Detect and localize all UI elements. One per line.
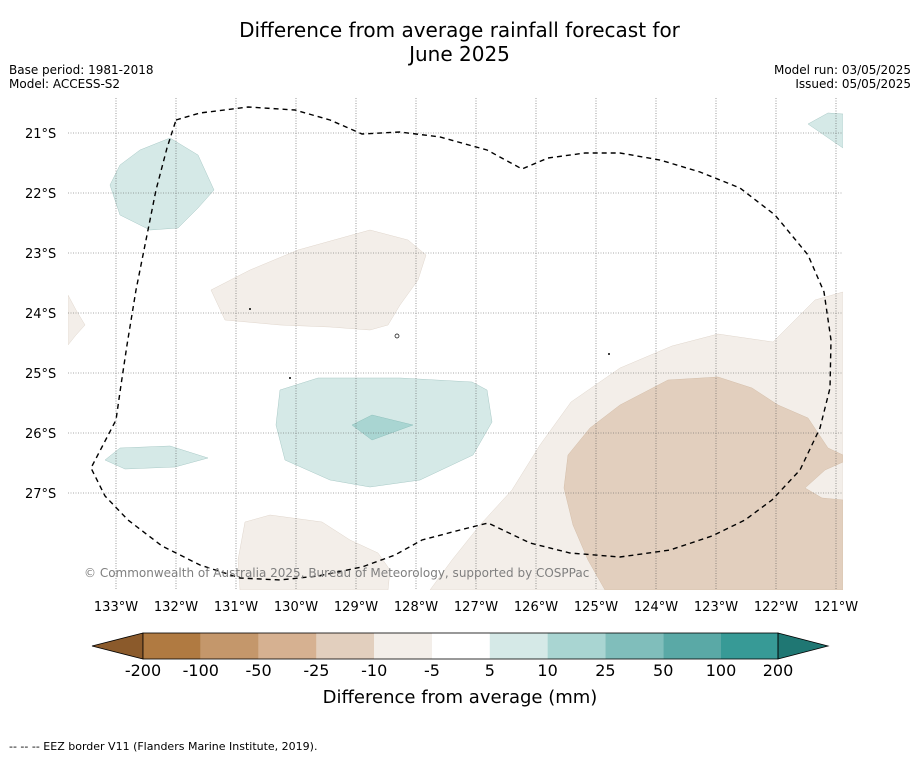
colorbar-label: 100 <box>706 661 737 680</box>
colorbar-cell-3 <box>258 633 317 659</box>
colorbar-label: 10 <box>537 661 557 680</box>
colorbar-label: -5 <box>424 661 440 680</box>
lat-label-24s: 24°S <box>25 307 56 322</box>
longitude-labels: 133°W 132°W 131°W 130°W 129°W 128°W 127°… <box>94 600 858 615</box>
colorbar-label: -10 <box>361 661 387 680</box>
lon-label-133w: 133°W <box>94 600 138 615</box>
colorbar-label: 200 <box>763 661 794 680</box>
map-area: © Commonwealth of Australia 2025, Bureau… <box>68 98 843 590</box>
anomaly-area-wet-medium <box>351 414 414 441</box>
lat-label-21s: 21°S <box>25 127 56 142</box>
lon-label-125w: 125°W <box>574 600 618 615</box>
anomaly-area-wet-light <box>109 137 215 231</box>
map-speck <box>289 377 291 379</box>
lon-label-128w: 128°W <box>394 600 438 615</box>
meta-right: Model run: 03/05/2025 Issued: 05/05/2025 <box>774 63 911 91</box>
colorbar: -200 -100 -50 -25 -10 -5 5 10 25 50 100 … <box>91 632 830 708</box>
meta-left: Base period: 1981-2018 Model: ACCESS-S2 <box>9 63 154 91</box>
anomaly-area-wet-light <box>104 445 209 470</box>
copyright-text: © Commonwealth of Australia 2025, Bureau… <box>84 566 589 580</box>
colorbar-extend-high <box>777 632 830 660</box>
base-period-text: Base period: 1981-2018 <box>9 63 154 77</box>
lon-label-131w: 131°W <box>214 600 258 615</box>
colorbar-label: -200 <box>125 661 161 680</box>
model-run-text: Model run: 03/05/2025 <box>773 63 911 77</box>
map-title-line2: June 2025 <box>409 42 510 66</box>
map-title: Difference from average rainfall forecas… <box>0 18 919 66</box>
colorbar-label: -50 <box>246 661 272 680</box>
anomaly-area-wet-light <box>807 112 843 149</box>
colorbar-cell-7 <box>489 633 548 659</box>
lon-label-121w: 121°W <box>814 600 858 615</box>
eez-border <box>90 106 832 581</box>
colorbar-label: -25 <box>303 661 329 680</box>
latitude-labels: 21°S 22°S 23°S 24°S 25°S 26°S 27°S <box>25 127 56 502</box>
colorbar-extend-low <box>91 632 144 660</box>
colorbar-cell-9 <box>605 633 664 659</box>
lat-label-27s: 27°S <box>25 487 56 502</box>
map-title-line1: Difference from average rainfall forecas… <box>239 18 680 42</box>
eez-legend-text: -- -- -- EEZ border V11 (Flanders Marine… <box>9 740 318 753</box>
anomaly-area-dry-light <box>210 229 427 331</box>
issued-text: Issued: 05/05/2025 <box>795 77 911 91</box>
colorbar-outline <box>142 632 779 660</box>
lat-label-22s: 22°S <box>25 187 56 202</box>
lat-label-26s: 26°S <box>25 427 56 442</box>
colorbar-cell-4 <box>316 633 375 659</box>
colorbar-cell-2 <box>200 633 259 659</box>
lon-label-129w: 129°W <box>334 600 378 615</box>
map-speck <box>249 308 251 310</box>
colorbar-label: 5 <box>485 661 495 680</box>
colorbar-cell-11 <box>721 633 778 659</box>
colorbar-cell-10 <box>663 633 721 659</box>
lon-label-123w: 123°W <box>694 600 738 615</box>
colorbar-label: 50 <box>653 661 673 680</box>
map-speck <box>394 333 400 339</box>
lon-label-130w: 130°W <box>274 600 318 615</box>
lon-label-124w: 124°W <box>634 600 678 615</box>
colorbar-cell-6 <box>432 633 490 659</box>
model-text: Model: ACCESS-S2 <box>9 77 121 91</box>
lon-label-127w: 127°W <box>454 600 498 615</box>
colorbar-cell-5 <box>374 633 432 659</box>
colorbar-labels: -200 -100 -50 -25 -10 -5 5 10 25 50 100 … <box>125 661 793 680</box>
colorbar-cell-1 <box>143 633 201 659</box>
lon-label-126w: 126°W <box>514 600 558 615</box>
lon-label-132w: 132°W <box>154 600 198 615</box>
lon-label-122w: 122°W <box>754 600 798 615</box>
anomaly-area-dry-medium <box>563 376 843 590</box>
colorbar-cell-8 <box>547 633 606 659</box>
lat-label-25s: 25°S <box>25 367 56 382</box>
lat-label-23s: 23°S <box>25 247 56 262</box>
map-speck <box>608 353 610 355</box>
anomaly-area-dry-light <box>68 294 86 346</box>
colorbar-label: 25 <box>595 661 615 680</box>
colorbar-title: Difference from average (mm) <box>323 687 598 708</box>
colorbar-label: -100 <box>183 661 219 680</box>
